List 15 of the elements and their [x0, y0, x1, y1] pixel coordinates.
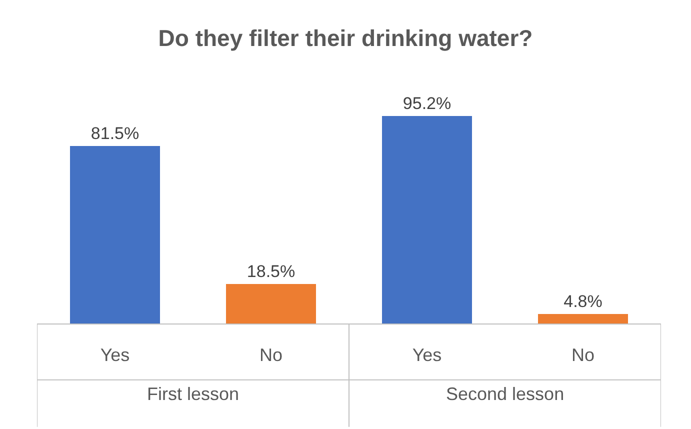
data-label: 18.5% — [246, 262, 296, 281]
x-tick-label: Yes — [100, 345, 130, 365]
text: First lesson — [147, 384, 240, 404]
bar — [70, 146, 160, 324]
x-tick-label: No — [571, 345, 595, 365]
x-tick-label: Yes — [412, 345, 442, 365]
chart-title: Do they filter their drinking water? — [158, 25, 533, 52]
bar — [538, 314, 628, 324]
text: Second lesson — [446, 384, 564, 404]
data-label: 4.8% — [564, 292, 602, 311]
data-label: 81.5% — [90, 124, 140, 143]
bar — [382, 116, 472, 324]
bar — [226, 284, 316, 324]
data-label: 95.2% — [402, 94, 452, 113]
x-tick-label: No — [259, 345, 283, 365]
